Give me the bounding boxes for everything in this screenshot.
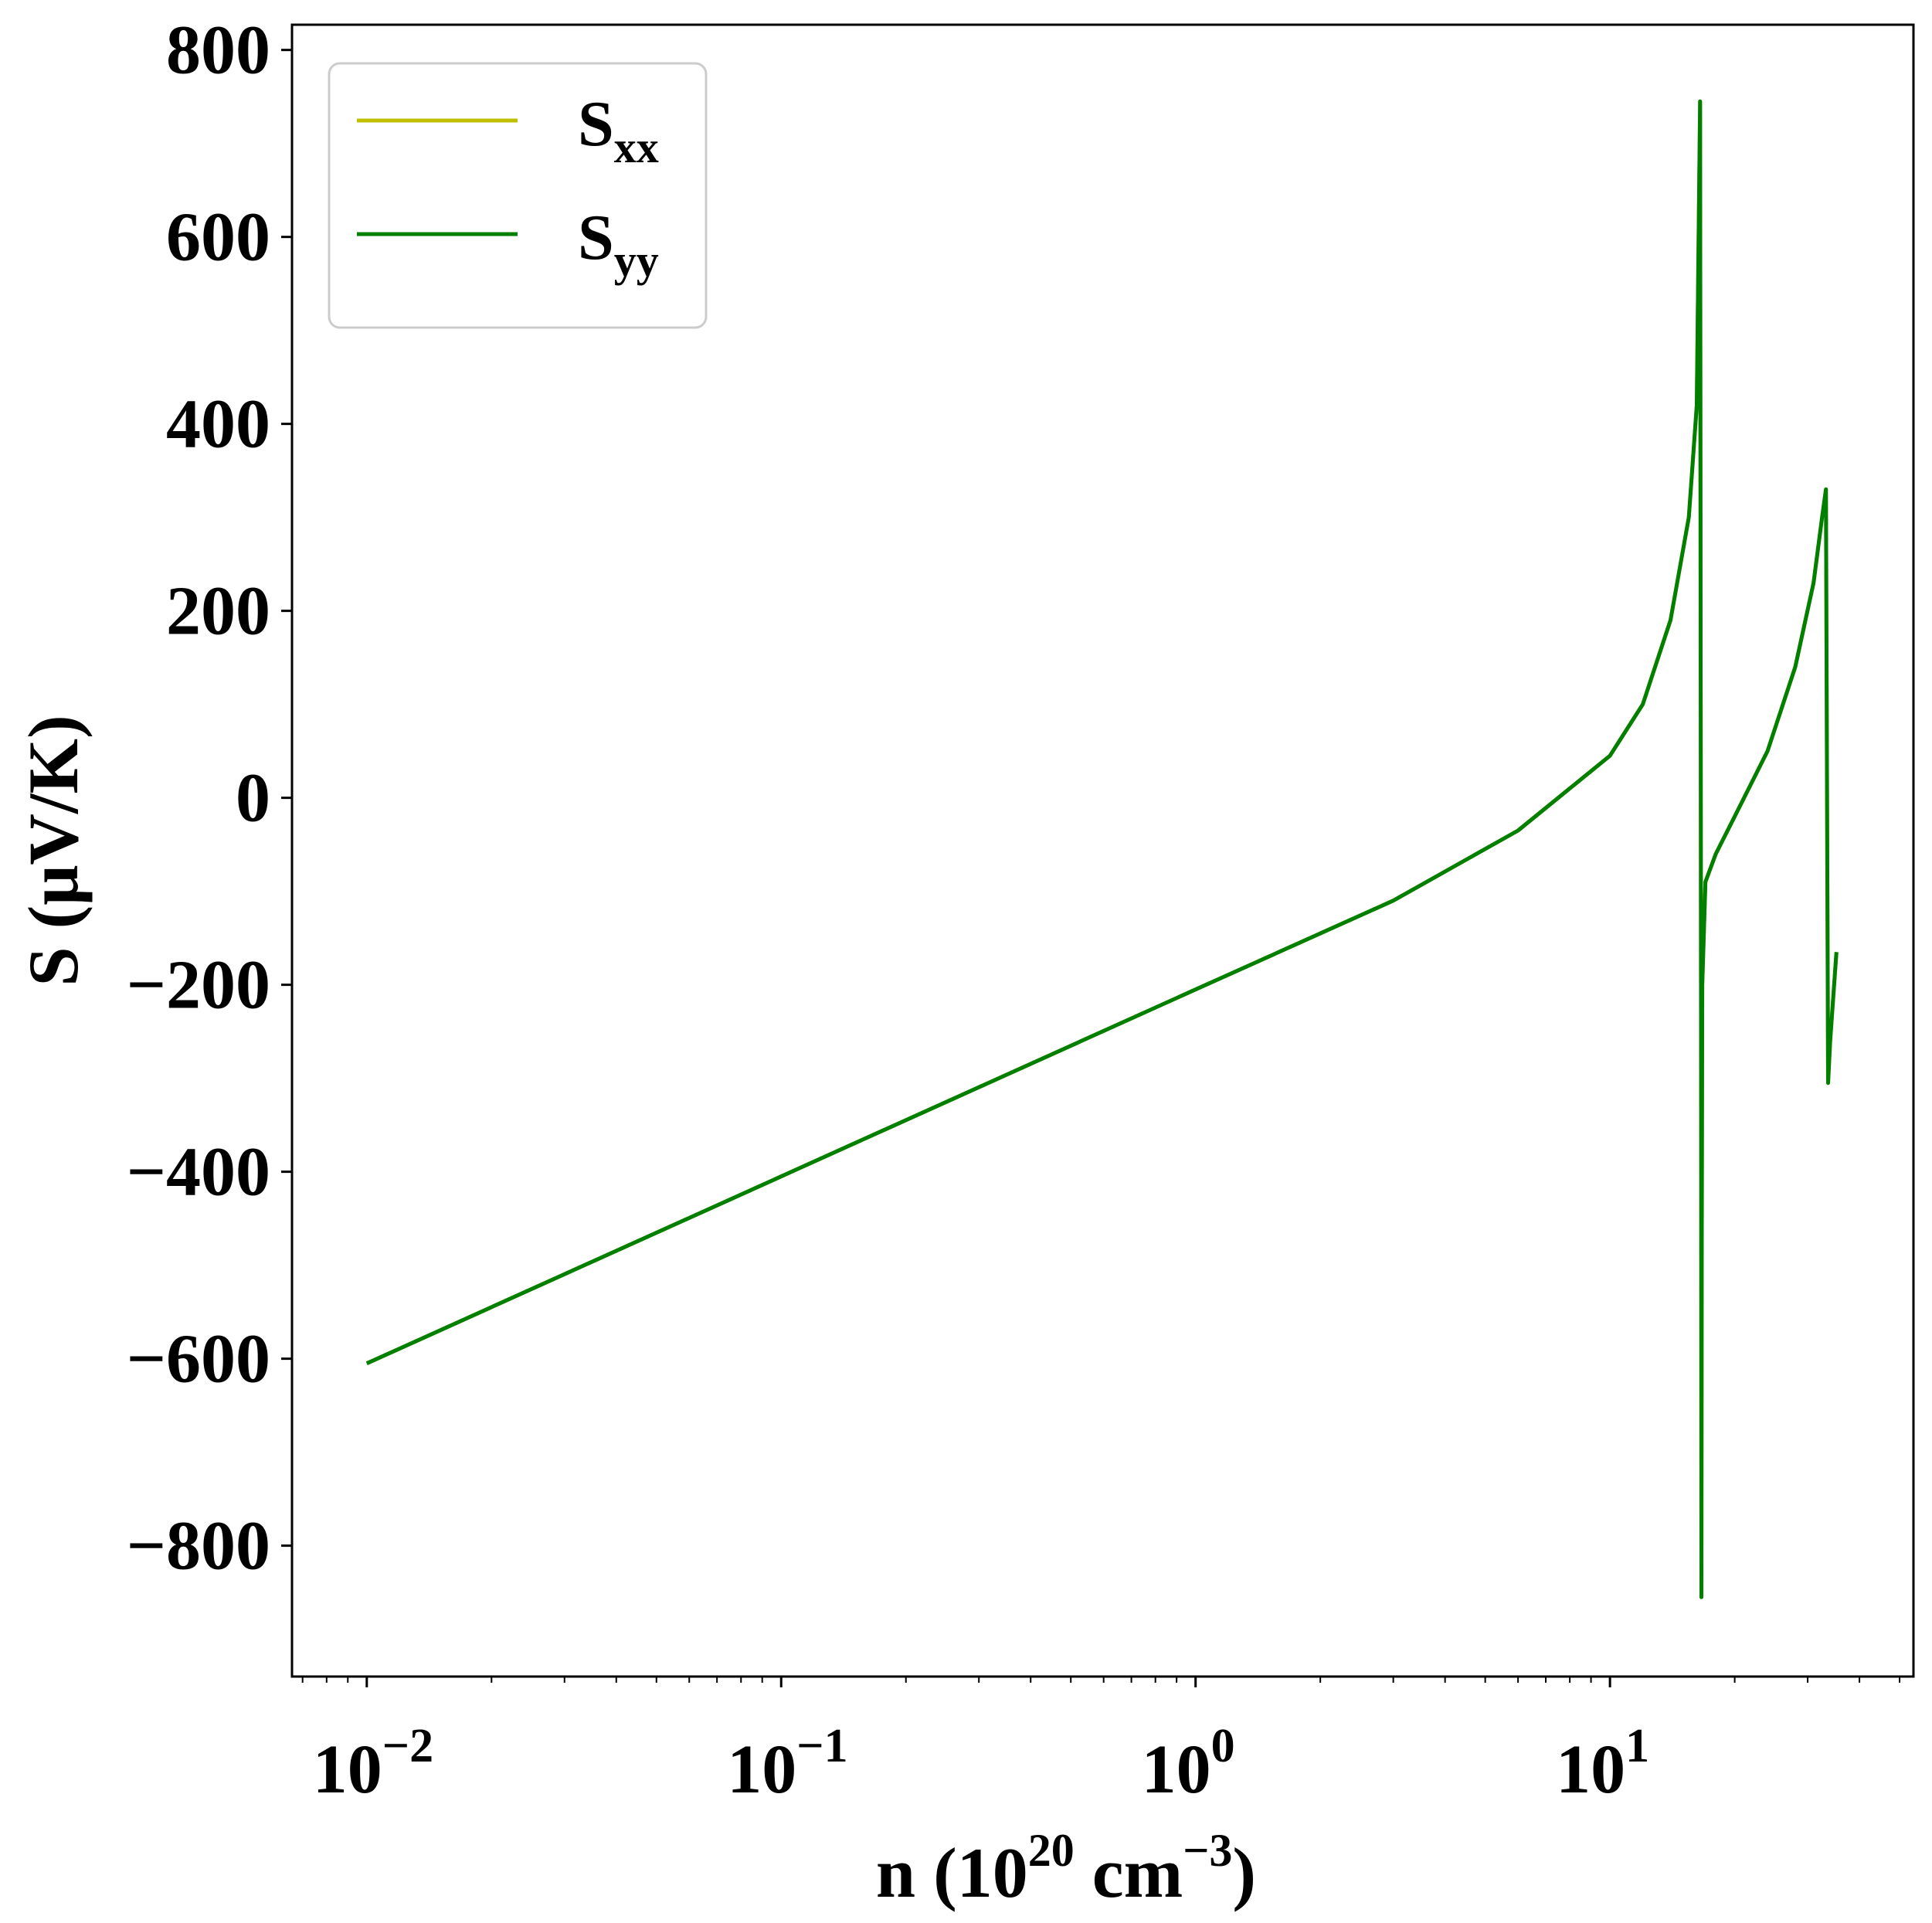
x-tick-label: 101 xyxy=(1556,1720,1649,1808)
series-line-syy xyxy=(365,99,1839,1599)
plot-frame xyxy=(290,23,1915,1678)
x-axis-title-suffix: ) xyxy=(1232,1833,1256,1912)
x-axis-title-prefix: n (10 xyxy=(876,1833,1028,1912)
y-tick-label: 600 xyxy=(166,199,270,276)
x-tick-label: 10−1 xyxy=(727,1720,847,1808)
legend-label-syy: Syy xyxy=(578,202,659,286)
ticks-layer: 800 600 400 200 0 −200 −400 −600 −800 10−2 10−1 100… xyxy=(127,12,1901,1808)
x-axis-title-exp1: 20 xyxy=(1028,1825,1075,1876)
y-tick-label: 400 xyxy=(166,386,270,463)
x-axis-title-exp2: −3 xyxy=(1183,1825,1232,1876)
y-tick-label: 200 xyxy=(166,573,270,650)
x-axis-title-mid: cm xyxy=(1075,1833,1183,1912)
y-tick-label: −600 xyxy=(127,1321,270,1398)
x-axis-title: n (1020 cm−3) xyxy=(876,1825,1256,1912)
x-tick-label: 10−2 xyxy=(313,1720,433,1808)
x-tick-label: 100 xyxy=(1142,1720,1235,1808)
legend-box xyxy=(328,62,708,329)
legend-label-sxx: Sxx xyxy=(578,88,659,172)
y-tick-label: 0 xyxy=(236,760,270,837)
y-tick-label: −200 xyxy=(127,947,270,1024)
series-layer xyxy=(365,99,1839,1599)
legend: Sxx Syy xyxy=(328,62,708,329)
y-tick-label: −800 xyxy=(127,1508,270,1585)
y-axis-title: S (μV/K) xyxy=(14,715,93,986)
y-tick-label: 800 xyxy=(166,12,270,89)
y-tick-label: −400 xyxy=(127,1134,270,1211)
